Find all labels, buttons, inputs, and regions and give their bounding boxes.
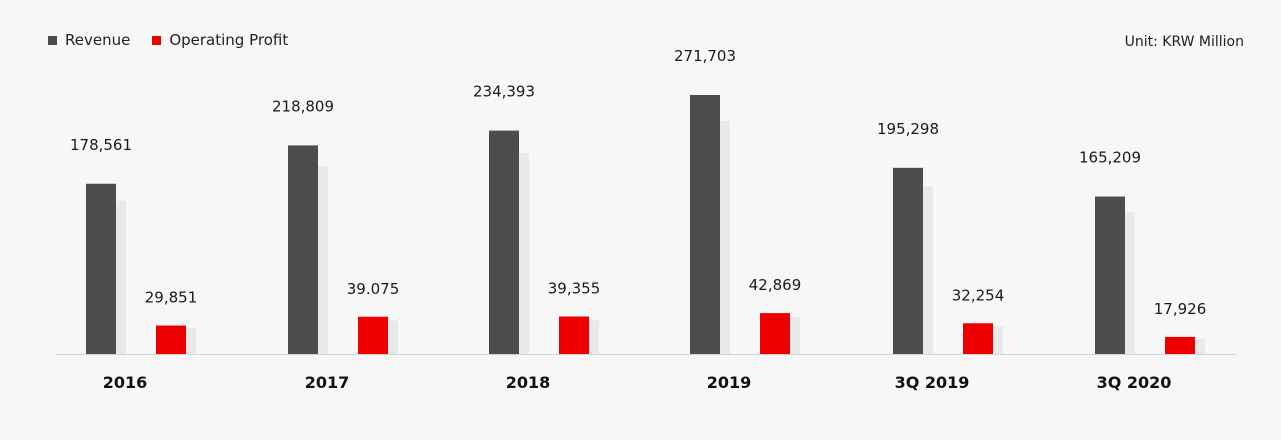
revenue-bar	[288, 145, 318, 354]
operating-profit-bar	[760, 313, 790, 354]
legend-swatch-operating-profit	[152, 35, 162, 45]
operating-profit-value-label: 39.075	[347, 280, 400, 298]
revenue-bar	[489, 130, 519, 354]
revenue-value-label: 271,703	[674, 47, 736, 65]
unit-label: Unit: KRW Million	[1124, 34, 1244, 50]
operating-profit-bar	[559, 316, 589, 354]
operating-profit-bar	[358, 316, 388, 354]
revenue-value-label: 165,209	[1079, 149, 1141, 167]
revenue-bar-shadow	[318, 166, 328, 354]
operating-profit-value-label: 39,355	[548, 279, 601, 297]
legend-label-operating-profit: Operating Profit	[169, 31, 289, 49]
revenue-bar-shadow	[116, 200, 126, 354]
revenue-value-label: 218,809	[272, 97, 334, 115]
chart-legend: Revenue Operating Profit	[48, 31, 288, 49]
operating-profit-bar	[1165, 336, 1195, 354]
legend-item-revenue: Revenue	[48, 31, 130, 49]
revenue-bar	[893, 167, 923, 354]
operating-profit-value-label: 17,926	[1154, 300, 1207, 318]
operating-profit-bar-shadow	[589, 320, 599, 354]
x-tick-label: 2016	[103, 373, 148, 392]
operating-profit-bar-shadow	[388, 320, 398, 354]
operating-profit-bar-shadow	[1195, 338, 1205, 354]
revenue-value-label: 178,561	[70, 136, 132, 154]
legend-label-revenue: Revenue	[65, 31, 131, 49]
revenue-bar	[690, 95, 720, 354]
revenue-value-label: 234,393	[473, 83, 535, 101]
operating-profit-bar	[963, 323, 993, 354]
operating-profit-bar-shadow	[993, 326, 1003, 354]
x-tick-label: 2018	[506, 373, 551, 392]
x-tick-label: 2019	[707, 373, 752, 392]
operating-profit-bar	[156, 325, 186, 354]
legend-swatch-revenue	[48, 35, 57, 45]
operating-profit-value-label: 29,851	[145, 289, 198, 307]
operating-profit-value-label: 32,254	[952, 286, 1005, 304]
operating-profit-value-label: 42,869	[749, 276, 802, 294]
revenue-bar-shadow	[720, 120, 730, 355]
legend-item-operating-profit: Operating Profit	[152, 31, 288, 49]
x-tick-label: 3Q 2020	[1097, 373, 1172, 392]
x-tick-label: 2017	[305, 373, 350, 392]
revenue-bar-shadow	[923, 186, 933, 354]
revenue-value-label: 195,298	[877, 120, 939, 138]
revenue-bar	[1095, 196, 1125, 354]
operating-profit-bar-shadow	[790, 317, 800, 354]
revenue-bar	[86, 183, 116, 354]
operating-profit-bar-shadow	[186, 328, 196, 354]
x-tick-label: 3Q 2019	[895, 373, 970, 392]
revenue-bar-shadow	[519, 152, 529, 354]
revenue-bar-shadow	[1125, 212, 1135, 354]
